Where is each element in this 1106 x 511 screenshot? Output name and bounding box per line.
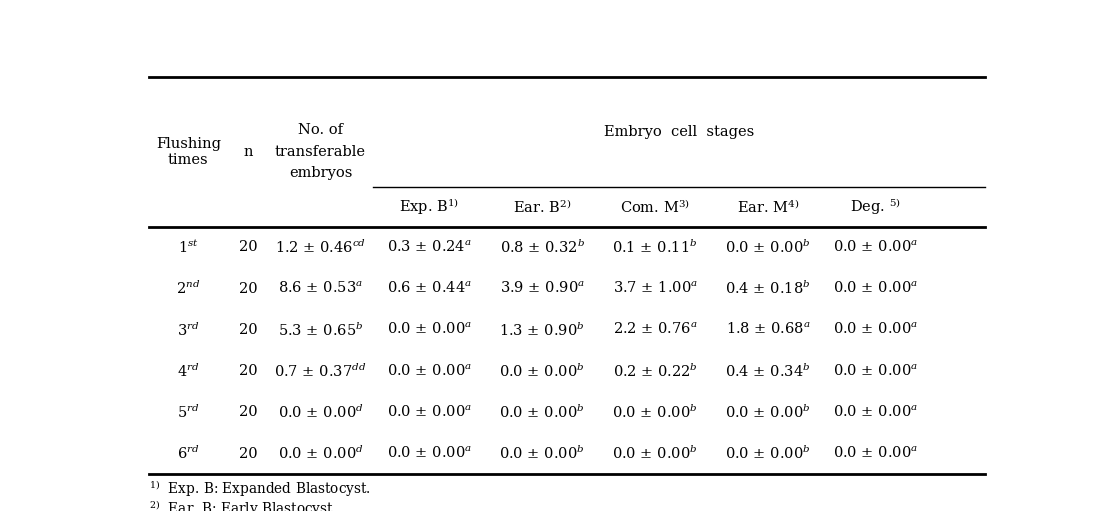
Text: transferable: transferable	[275, 145, 366, 159]
Text: 4$^{rd}$: 4$^{rd}$	[177, 362, 199, 380]
Text: 0.0 ± 0.00$^{b}$: 0.0 ± 0.00$^{b}$	[500, 445, 585, 462]
Text: 1$^{st}$: 1$^{st}$	[178, 239, 199, 256]
Text: 0.0 ± 0.00$^{a}$: 0.0 ± 0.00$^{a}$	[387, 446, 471, 461]
Text: Flushing: Flushing	[156, 137, 221, 151]
Text: 2$^{nd}$: 2$^{nd}$	[176, 280, 200, 297]
Text: Embryo  cell  stages: Embryo cell stages	[604, 125, 754, 139]
Text: 3$^{rd}$: 3$^{rd}$	[177, 321, 199, 338]
Text: 8.6 ± 0.53$^{a}$: 8.6 ± 0.53$^{a}$	[278, 281, 363, 296]
Text: 0.8 ± 0.32$^{b}$: 0.8 ± 0.32$^{b}$	[500, 239, 585, 256]
Text: 0.0 ± 0.00$^{a}$: 0.0 ± 0.00$^{a}$	[833, 240, 918, 255]
Text: 0.0 ± 0.00$^{b}$: 0.0 ± 0.00$^{b}$	[726, 404, 811, 421]
Text: Exp. B$^{1)}$: Exp. B$^{1)}$	[399, 196, 459, 217]
Text: 1.2 ± 0.46$^{cd}$: 1.2 ± 0.46$^{cd}$	[275, 239, 366, 256]
Text: 0.0 ± 0.00$^{a}$: 0.0 ± 0.00$^{a}$	[833, 322, 918, 337]
Text: 0.0 ± 0.00$^{b}$: 0.0 ± 0.00$^{b}$	[500, 362, 585, 380]
Text: 0.6 ± 0.44$^{a}$: 0.6 ± 0.44$^{a}$	[387, 281, 471, 296]
Text: 0.7 ± 0.37$^{dd}$: 0.7 ± 0.37$^{dd}$	[274, 362, 366, 380]
Text: 5.3 ± 0.65$^{b}$: 5.3 ± 0.65$^{b}$	[278, 321, 363, 338]
Text: 20: 20	[239, 323, 258, 337]
Text: 0.0 ± 0.00$^{a}$: 0.0 ± 0.00$^{a}$	[833, 364, 918, 379]
Text: 20: 20	[239, 282, 258, 295]
Text: 0.0 ± 0.00$^{a}$: 0.0 ± 0.00$^{a}$	[833, 446, 918, 461]
Text: 0.0 ± 0.00$^{b}$: 0.0 ± 0.00$^{b}$	[613, 404, 698, 421]
Text: 3.9 ± 0.90$^{a}$: 3.9 ± 0.90$^{a}$	[500, 281, 585, 296]
Text: times: times	[168, 153, 209, 167]
Text: 20: 20	[239, 240, 258, 254]
Text: 1.3 ± 0.90$^{b}$: 1.3 ± 0.90$^{b}$	[500, 321, 585, 338]
Text: 0.0 ± 0.00$^{b}$: 0.0 ± 0.00$^{b}$	[500, 404, 585, 421]
Text: 0.0 ± 0.00$^{a}$: 0.0 ± 0.00$^{a}$	[387, 322, 471, 337]
Text: 0.0 ± 0.00$^{b}$: 0.0 ± 0.00$^{b}$	[613, 445, 698, 462]
Text: 5$^{rd}$: 5$^{rd}$	[177, 404, 199, 421]
Text: 1.8 ± 0.68$^{a}$: 1.8 ± 0.68$^{a}$	[726, 322, 811, 337]
Text: embryos: embryos	[289, 167, 352, 180]
Text: 0.0 ± 0.00$^{a}$: 0.0 ± 0.00$^{a}$	[387, 405, 471, 420]
Text: 0.0 ± 0.00$^{a}$: 0.0 ± 0.00$^{a}$	[833, 405, 918, 420]
Text: No. of: No. of	[298, 123, 343, 137]
Text: 0.4 ± 0.18$^{b}$: 0.4 ± 0.18$^{b}$	[726, 280, 811, 297]
Text: Ear. M$^{4)}$: Ear. M$^{4)}$	[737, 198, 800, 216]
Text: 2.2 ± 0.76$^{a}$: 2.2 ± 0.76$^{a}$	[613, 322, 698, 337]
Text: 20: 20	[239, 406, 258, 420]
Text: 0.0 ± 0.00$^{a}$: 0.0 ± 0.00$^{a}$	[833, 281, 918, 296]
Text: 0.1 ± 0.11$^{b}$: 0.1 ± 0.11$^{b}$	[613, 239, 698, 256]
Text: Com. M$^{3)}$: Com. M$^{3)}$	[620, 198, 690, 216]
Text: $^{2)}$  Ear. B: Early Blastocyst.: $^{2)}$ Ear. B: Early Blastocyst.	[148, 498, 336, 511]
Text: 6$^{rd}$: 6$^{rd}$	[177, 445, 199, 462]
Text: 0.0 ± 0.00$^{a}$: 0.0 ± 0.00$^{a}$	[387, 364, 471, 379]
Text: 0.0 ± 0.00$^{b}$: 0.0 ± 0.00$^{b}$	[726, 239, 811, 256]
Text: 20: 20	[239, 447, 258, 461]
Text: 0.0 ± 0.00$^{d}$: 0.0 ± 0.00$^{d}$	[278, 445, 363, 462]
Text: Deg. $^{5)}$: Deg. $^{5)}$	[851, 196, 901, 217]
Text: 3.7 ± 1.00$^{a}$: 3.7 ± 1.00$^{a}$	[613, 281, 698, 296]
Text: 0.0 ± 0.00$^{b}$: 0.0 ± 0.00$^{b}$	[726, 445, 811, 462]
Text: Ear. B$^{2)}$: Ear. B$^{2)}$	[513, 198, 572, 216]
Text: 0.4 ± 0.34$^{b}$: 0.4 ± 0.34$^{b}$	[726, 362, 811, 380]
Text: 20: 20	[239, 364, 258, 378]
Text: n: n	[243, 145, 253, 159]
Text: 0.2 ± 0.22$^{b}$: 0.2 ± 0.22$^{b}$	[613, 362, 698, 380]
Text: 0.3 ± 0.24$^{a}$: 0.3 ± 0.24$^{a}$	[387, 240, 471, 255]
Text: $^{1)}$  Exp. B: Expanded Blastocyst.: $^{1)}$ Exp. B: Expanded Blastocyst.	[148, 478, 371, 499]
Text: 0.0 ± 0.00$^{d}$: 0.0 ± 0.00$^{d}$	[278, 404, 363, 421]
